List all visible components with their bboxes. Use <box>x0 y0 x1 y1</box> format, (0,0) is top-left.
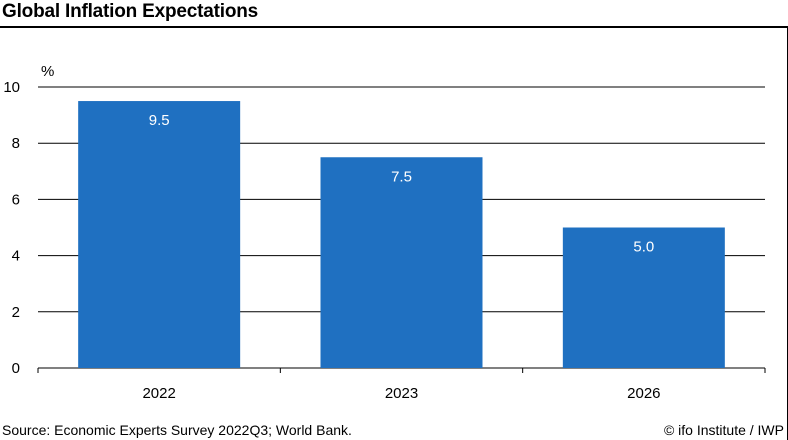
bar-value-label: 5.0 <box>633 239 654 256</box>
y-tick-label: 0 <box>12 360 20 377</box>
x-tick-label: 2022 <box>142 385 175 402</box>
y-axis-unit-label: % <box>41 63 54 80</box>
x-tick-labels: 2022 2023 2026 <box>37 368 766 402</box>
bar-2023 <box>320 157 483 368</box>
y-tick-label: 6 <box>12 191 20 208</box>
title-divider <box>0 26 788 28</box>
y-tick-label: 4 <box>12 248 20 265</box>
bars-group: 9.5 7.5 5.0 <box>78 101 725 369</box>
source-note: Source: Economic Experts Survey 2022Q3; … <box>2 422 352 438</box>
y-tick-label: 10 <box>3 79 20 96</box>
y-tick-label: 2 <box>12 304 20 321</box>
y-tick-label: 8 <box>12 135 20 152</box>
bar-value-label: 9.5 <box>149 112 170 129</box>
y-tick-labels: 0 2 4 6 8 10 <box>3 79 20 377</box>
x-tick-label: 2023 <box>385 385 418 402</box>
bar-2022 <box>78 101 241 369</box>
bar-2026 <box>562 227 725 368</box>
bar-value-label: 7.5 <box>391 168 412 185</box>
copyright-credit: © ifo Institute / IWP <box>663 422 784 438</box>
chart-title: Global Inflation Expectations <box>2 1 259 22</box>
x-tick-label: 2026 <box>627 385 660 402</box>
